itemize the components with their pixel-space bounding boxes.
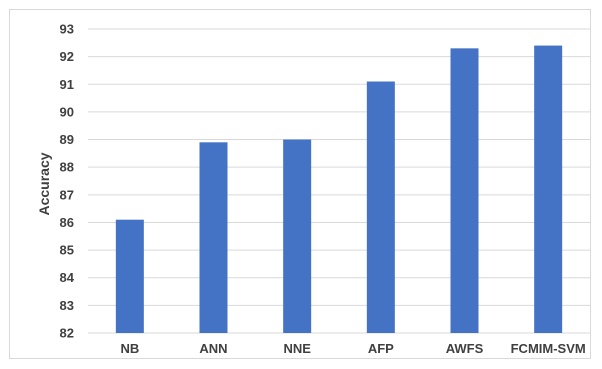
y-tick-label: 90 [60, 104, 74, 119]
bar-fcmim-svm [534, 45, 563, 333]
bar-afp [366, 81, 395, 333]
gridlines [88, 28, 590, 334]
y-tick-label: 91 [60, 77, 74, 92]
y-axis-title: Accuracy [36, 152, 52, 215]
y-tick-label: 93 [60, 22, 74, 37]
x-tick-labels: NB ANN NNE AFP AWFS FCMIM-SVM [120, 341, 585, 356]
y-tick-label: 86 [60, 215, 74, 230]
y-tick-label: 83 [60, 298, 74, 313]
y-tick-label: 89 [60, 132, 74, 147]
y-tick-label: 82 [60, 326, 74, 341]
bar-nne [283, 139, 312, 333]
bar-nb [115, 219, 144, 333]
y-tick-label: 84 [60, 270, 75, 285]
x-tick-label: FCMIM-SVM [511, 341, 586, 356]
y-tick-label: 92 [60, 49, 74, 64]
x-tick-label: ANN [199, 341, 227, 356]
x-tick-label: AWFS [446, 341, 484, 356]
y-tick-labels: 82 83 84 85 86 87 88 89 90 91 92 93 [60, 22, 75, 341]
x-tick-label: AFP [368, 341, 394, 356]
bar-ann [199, 142, 228, 333]
bar-awfs [450, 48, 479, 333]
x-tick-label: NNE [283, 341, 311, 356]
bars [115, 45, 563, 333]
y-tick-label: 85 [60, 243, 74, 258]
y-tick-label: 88 [60, 160, 74, 175]
y-tick-label: 87 [60, 187, 74, 202]
x-tick-label: NB [120, 341, 139, 356]
